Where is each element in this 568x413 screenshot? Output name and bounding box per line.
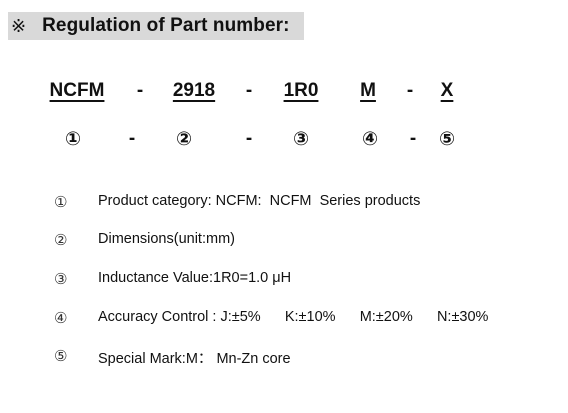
definition-text: Special Mark:M： Mn-Zn core (98, 351, 291, 367)
section-title: Regulation of Part number: (42, 15, 290, 36)
reference-mark-icon: ※ (11, 15, 27, 37)
code-segment-special-mark: X (440, 80, 454, 101)
definition-number: ① (54, 193, 68, 211)
position-separator: - (245, 128, 253, 149)
definition-number: ② (54, 231, 68, 249)
definition-item: ③ Inductance Value:1R0=1.0 μH (0, 270, 568, 292)
definition-text: Inductance Value:1R0=1.0 μH (98, 270, 292, 286)
definition-text: Product category: NCFM: NCFM Series prod… (98, 193, 421, 209)
position-separator: - (409, 128, 417, 149)
position-number: ④ (361, 128, 379, 150)
position-number: ③ (292, 128, 310, 150)
position-number: ② (175, 128, 193, 150)
definition-item: ② Dimensions(unit:mm) (0, 231, 568, 253)
definition-number: ④ (54, 309, 68, 327)
definition-number: ③ (54, 270, 68, 288)
position-number: ⑤ (438, 128, 456, 150)
code-separator: - (136, 80, 144, 101)
definition-item: ⑤ Special Mark:M： Mn-Zn core (0, 347, 568, 369)
code-segment-dimensions: 2918 (172, 80, 216, 101)
definition-item: ① Product category: NCFM: NCFM Series pr… (0, 193, 568, 215)
definition-number: ⑤ (54, 347, 68, 365)
code-separator: - (245, 80, 253, 101)
definition-item: ④ Accuracy Control : J:±5% K:±10% M:±20%… (0, 309, 568, 331)
section-header: ※ Regulation of Part number: (8, 12, 304, 40)
definition-text: Dimensions(unit:mm) (98, 231, 235, 247)
position-number: ① (64, 128, 82, 150)
definition-text: Accuracy Control : J:±5% K:±10% M:±20% N… (98, 309, 489, 325)
code-segment-accuracy: M (360, 80, 376, 101)
code-segment-inductance: 1R0 (283, 80, 319, 101)
code-segment-category: NCFM (49, 80, 105, 101)
code-separator: - (406, 80, 414, 101)
position-separator: - (128, 128, 136, 149)
